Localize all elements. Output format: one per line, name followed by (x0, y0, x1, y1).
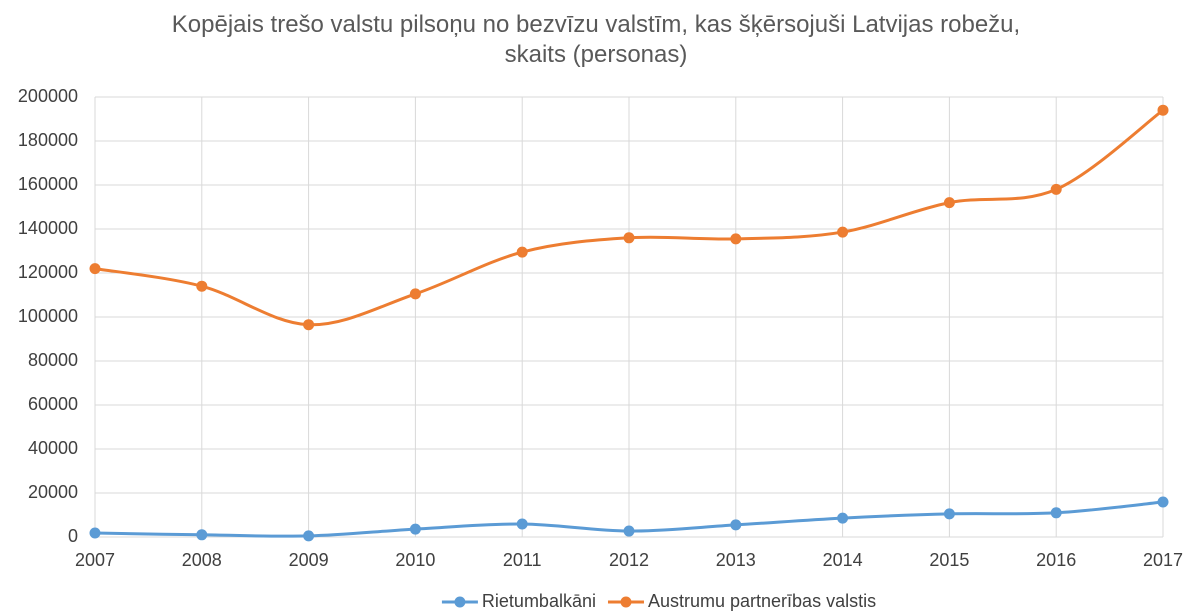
y-tick-label: 160000 (18, 174, 78, 194)
point (730, 233, 742, 245)
point (303, 530, 315, 542)
x-tick-label: 2009 (289, 550, 329, 570)
legend-label: Rietumbalkāni (482, 591, 596, 611)
y-tick-label: 120000 (18, 262, 78, 282)
x-tick-label: 2015 (929, 550, 969, 570)
point (837, 512, 849, 524)
legend-marker (620, 596, 632, 608)
point (1050, 507, 1062, 519)
point (516, 518, 528, 530)
y-tick-label: 180000 (18, 130, 78, 150)
y-tick-label: 200000 (18, 86, 78, 106)
y-tick-label: 20000 (28, 482, 78, 502)
x-tick-label: 2007 (75, 550, 115, 570)
point (943, 508, 955, 520)
point (1157, 496, 1169, 508)
point (89, 263, 101, 275)
y-tick-label: 40000 (28, 438, 78, 458)
point (623, 525, 635, 537)
point (1157, 104, 1169, 116)
legend-item: Rietumbalkāni (441, 591, 596, 611)
point (730, 519, 742, 531)
point (516, 246, 528, 258)
chart-title: Kopējais trešo valstu pilsoņu no bezvīzu… (171, 11, 1021, 68)
point (623, 232, 635, 244)
point (409, 523, 421, 535)
point (303, 319, 315, 331)
point (837, 226, 849, 238)
x-tick-label: 2016 (1036, 550, 1076, 570)
point (196, 280, 208, 292)
legend-item: Austrumu partnerības valstis (607, 591, 876, 611)
x-tick-label: 2012 (609, 550, 649, 570)
y-tick-label: 140000 (18, 218, 78, 238)
x-tick-label: 2011 (503, 550, 542, 570)
y-tick-label: 100000 (18, 306, 78, 326)
y-tick-label: 80000 (28, 350, 78, 370)
x-tick-label: 2013 (716, 550, 756, 570)
y-tick-label: 0 (68, 526, 78, 546)
x-tick-label: 2008 (182, 550, 222, 570)
legend-marker (454, 596, 466, 608)
point (943, 197, 955, 209)
y-tick-label: 60000 (28, 394, 78, 414)
x-tick-label: 2014 (823, 550, 863, 570)
point (1050, 183, 1062, 195)
point (409, 288, 421, 300)
point (89, 527, 101, 539)
legend-label: Austrumu partnerības valstis (648, 591, 876, 611)
x-tick-label: 2010 (395, 550, 435, 570)
x-tick-label: 2017 (1143, 550, 1183, 570)
point (196, 529, 208, 541)
